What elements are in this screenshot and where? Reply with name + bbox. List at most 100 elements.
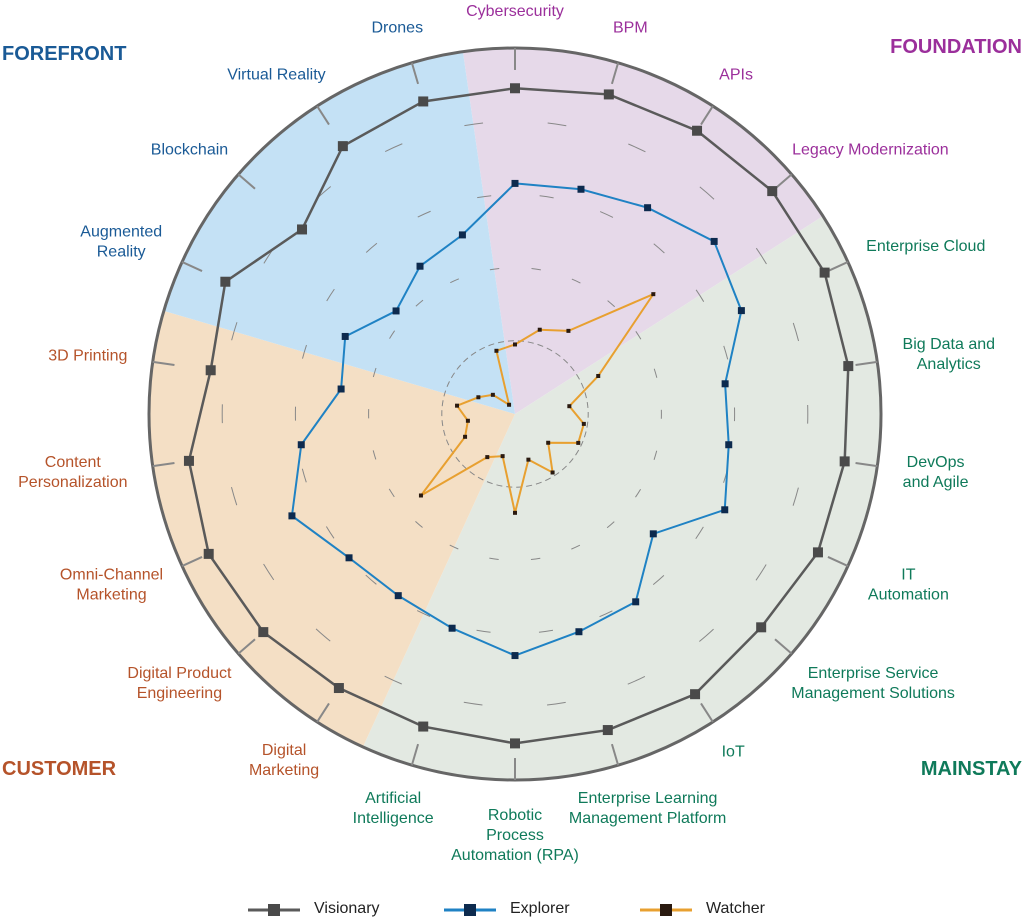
ring-tick: [410, 62, 420, 85]
series-marker: [546, 440, 551, 445]
group-sector: [149, 310, 516, 747]
series-marker: [576, 440, 581, 445]
series-marker: [581, 421, 586, 426]
series-marker: [448, 624, 456, 632]
category-label: APIs: [719, 66, 753, 84]
series-marker: [337, 141, 348, 152]
legend-marker: [464, 904, 476, 916]
series-marker: [463, 434, 468, 439]
group-label: MAINSTAY: [920, 758, 1022, 780]
ring-tick: [610, 743, 620, 766]
legend-label: Visionary: [314, 900, 380, 917]
series-marker: [476, 395, 481, 400]
category-label: 3D Printing: [48, 347, 128, 365]
grid-ring: [294, 193, 736, 635]
legend-label: Explorer: [510, 900, 570, 917]
series-marker: [203, 548, 214, 559]
series-marker: [603, 89, 614, 100]
series-marker: [288, 512, 296, 520]
series-marker: [500, 454, 505, 459]
series-marker: [485, 455, 490, 460]
ring-tick: [237, 638, 256, 655]
category-label: Content Personalization: [18, 453, 128, 491]
ring-tick: [181, 261, 203, 272]
category-label: Artificial Intelligence: [352, 790, 434, 828]
series-marker: [418, 721, 429, 732]
series-marker: [756, 622, 767, 633]
series-marker: [297, 441, 305, 449]
group-label: FOREFRONT: [2, 43, 127, 65]
series-marker: [458, 231, 466, 239]
ring-tick: [316, 702, 330, 723]
series-marker: [649, 530, 657, 538]
series-marker: [297, 224, 308, 235]
series-marker: [394, 592, 402, 600]
ring-tick: [827, 556, 849, 567]
group-sector: [362, 216, 881, 780]
series-marker: [418, 96, 429, 107]
series-marker: [692, 125, 703, 136]
grid-ring: [368, 267, 662, 561]
series-marker: [258, 627, 269, 638]
category-label: BPM: [612, 19, 648, 37]
category-label: Drones: [371, 19, 424, 37]
category-label: Robotic Process Automation (RPA): [451, 807, 579, 864]
series-marker: [812, 547, 823, 558]
ring-tick: [237, 173, 256, 190]
series-marker: [710, 237, 718, 245]
series-marker: [526, 457, 531, 462]
series-marker: [567, 404, 572, 409]
group-label: CUSTOMER: [2, 758, 117, 780]
ring-tick: [774, 638, 793, 655]
grid-ring: [441, 340, 589, 488]
series-marker: [455, 403, 460, 408]
series-marker: [721, 506, 729, 514]
category-label: Digital Product Engineering: [127, 664, 232, 702]
ring-tick: [410, 743, 420, 766]
series-marker: [416, 262, 424, 270]
ring-tick: [855, 461, 878, 468]
series-marker: [767, 186, 778, 197]
series-marker: [737, 307, 745, 315]
ring-tick: [774, 173, 793, 190]
series-marker: [839, 456, 850, 467]
category-label: Cybersecurity: [466, 3, 564, 20]
series-marker: [392, 307, 400, 315]
series-marker: [537, 327, 542, 332]
category-label: Virtual Reality: [227, 66, 326, 84]
category-label: IT Automation: [867, 566, 949, 604]
series-marker: [490, 392, 495, 397]
ring-tick: [610, 62, 620, 85]
ring-tick: [827, 261, 849, 272]
series-marker: [725, 441, 733, 449]
series-marker: [644, 204, 652, 212]
category-label: Digital Marketing: [248, 741, 320, 779]
series-marker: [510, 83, 520, 94]
category-label: Enterprise Learning Management Platform: [568, 790, 727, 828]
category-label: IoT: [721, 743, 745, 761]
series-marker: [220, 276, 231, 287]
series-marker: [596, 373, 601, 378]
category-label: Enterprise Cloud: [866, 238, 986, 256]
series-marker: [337, 385, 345, 393]
series-marker: [721, 380, 729, 388]
category-label: Augmented Reality: [80, 223, 163, 261]
ring-tick: [316, 105, 330, 126]
group-sector: [163, 51, 516, 415]
ring-tick: [152, 461, 175, 468]
series-marker: [513, 342, 517, 347]
legend-marker: [660, 904, 672, 916]
series-marker: [183, 455, 194, 466]
series-marker: [205, 365, 216, 376]
grid-ring: [221, 120, 809, 708]
ring-tick: [855, 360, 878, 367]
series-marker: [690, 689, 701, 700]
series-marker: [602, 725, 613, 736]
series-marker: [843, 361, 854, 372]
series-marker: [511, 652, 519, 660]
series-marker: [507, 402, 512, 407]
series-marker: [494, 348, 499, 353]
series-marker: [511, 179, 519, 187]
category-label: DevOps and Agile: [902, 453, 969, 491]
